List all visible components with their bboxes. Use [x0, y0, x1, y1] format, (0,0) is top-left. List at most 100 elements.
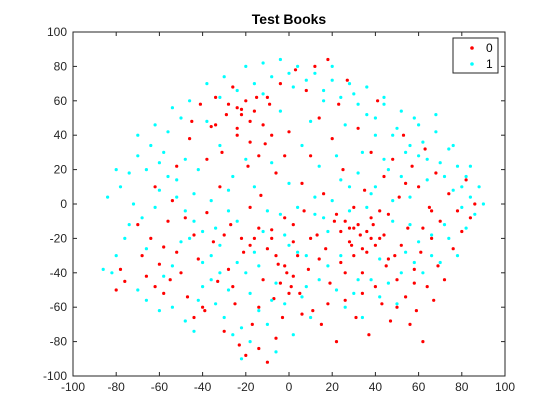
data-point-series-1 — [239, 326, 244, 330]
data-point-series-0 — [332, 219, 336, 223]
data-point-series-0 — [192, 233, 196, 237]
y-tick-label: 60 — [54, 94, 68, 108]
data-point-series-1 — [434, 130, 438, 134]
data-point-series-0 — [352, 205, 356, 209]
data-point-series-1 — [442, 174, 447, 179]
data-point-series-1 — [309, 315, 313, 320]
data-point-series-0 — [369, 150, 373, 154]
data-point-series-1 — [114, 254, 118, 258]
data-point-series-0 — [203, 309, 207, 313]
data-point-series-1 — [468, 195, 472, 199]
data-point-series-1 — [205, 119, 209, 123]
data-point-series-1 — [442, 223, 447, 227]
data-point-series-0 — [367, 333, 371, 337]
data-point-series-0 — [442, 278, 447, 282]
data-point-series-1 — [339, 95, 343, 99]
data-point-series-0 — [388, 319, 393, 323]
data-point-series-0 — [319, 322, 323, 326]
data-point-series-0 — [421, 340, 425, 344]
data-point-series-1 — [192, 329, 196, 333]
data-point-series-1 — [231, 174, 235, 179]
data-point-series-0 — [371, 223, 375, 227]
data-point-series-0 — [270, 133, 274, 137]
data-point-series-0 — [190, 119, 194, 123]
data-point-series-0 — [214, 123, 218, 127]
data-point-series-0 — [378, 236, 382, 240]
data-point-series-1 — [196, 298, 200, 302]
data-point-series-0 — [287, 291, 291, 295]
data-point-series-0 — [347, 240, 352, 244]
x-tick-label: 40 — [369, 380, 383, 394]
data-point-series-1 — [287, 243, 291, 247]
data-point-series-0 — [337, 102, 341, 106]
x-tick-label: 20 — [326, 380, 340, 394]
data-point-series-0 — [144, 274, 148, 278]
data-point-series-1 — [265, 209, 269, 213]
data-point-series-0 — [365, 229, 369, 234]
data-point-series-0 — [166, 219, 170, 223]
data-point-series-1 — [170, 264, 174, 268]
data-point-series-1 — [153, 205, 157, 209]
data-point-series-0 — [198, 102, 202, 106]
data-point-series-1 — [334, 288, 339, 292]
data-point-series-1 — [304, 285, 308, 289]
data-point-series-1 — [231, 333, 235, 337]
data-point-series-1 — [304, 254, 308, 258]
data-point-series-1 — [425, 157, 429, 161]
data-point-series-1 — [218, 243, 222, 247]
data-point-series-0 — [354, 315, 358, 320]
data-point-series-0 — [317, 257, 321, 261]
data-point-series-0 — [218, 185, 222, 189]
data-point-series-0 — [149, 236, 153, 240]
data-point-series-0 — [382, 233, 386, 237]
data-point-series-1 — [274, 281, 278, 285]
data-point-series-0 — [302, 209, 306, 213]
y-tick-label: -40 — [50, 266, 68, 280]
data-point-series-0 — [118, 267, 123, 271]
data-point-series-0 — [300, 312, 304, 316]
data-point-series-1 — [386, 168, 390, 172]
data-point-series-0 — [237, 343, 241, 347]
data-point-series-1 — [179, 240, 183, 244]
data-point-series-0 — [244, 99, 248, 103]
data-point-series-0 — [220, 150, 224, 154]
data-point-series-0 — [291, 240, 295, 244]
data-point-series-1 — [283, 302, 287, 306]
data-point-series-0 — [410, 164, 414, 168]
data-point-series-0 — [419, 250, 423, 254]
data-point-series-0 — [179, 271, 183, 275]
data-point-series-1 — [391, 219, 395, 223]
data-point-series-0 — [196, 257, 200, 261]
data-point-series-0 — [412, 267, 416, 271]
data-point-series-0 — [276, 262, 280, 266]
data-point-series-1 — [201, 260, 205, 265]
y-tick-label: 100 — [47, 25, 67, 39]
data-point-series-0 — [395, 278, 399, 282]
data-point-series-1 — [239, 357, 244, 361]
data-point-series-1 — [391, 133, 395, 137]
data-point-series-1 — [352, 291, 356, 295]
data-point-series-1 — [300, 295, 304, 299]
data-point-series-1 — [417, 154, 421, 158]
data-point-series-0 — [343, 298, 347, 302]
data-point-series-1 — [205, 82, 209, 86]
data-point-series-1 — [123, 236, 127, 240]
data-point-series-1 — [140, 216, 144, 220]
data-point-series-1 — [322, 216, 326, 220]
data-point-series-1 — [378, 257, 382, 261]
data-point-series-1 — [278, 109, 282, 113]
data-point-series-0 — [455, 209, 460, 213]
data-point-series-1 — [226, 288, 231, 292]
data-point-series-0 — [255, 95, 259, 99]
data-point-series-0 — [183, 216, 187, 220]
data-point-series-1 — [322, 99, 326, 103]
data-point-series-1 — [136, 154, 140, 158]
data-point-series-1 — [144, 247, 148, 251]
data-point-series-1 — [175, 178, 179, 182]
data-point-series-0 — [412, 281, 416, 285]
data-point-series-0 — [246, 164, 250, 168]
data-point-series-1 — [373, 185, 377, 189]
data-point-series-1 — [235, 88, 239, 93]
data-point-series-0 — [278, 281, 282, 285]
